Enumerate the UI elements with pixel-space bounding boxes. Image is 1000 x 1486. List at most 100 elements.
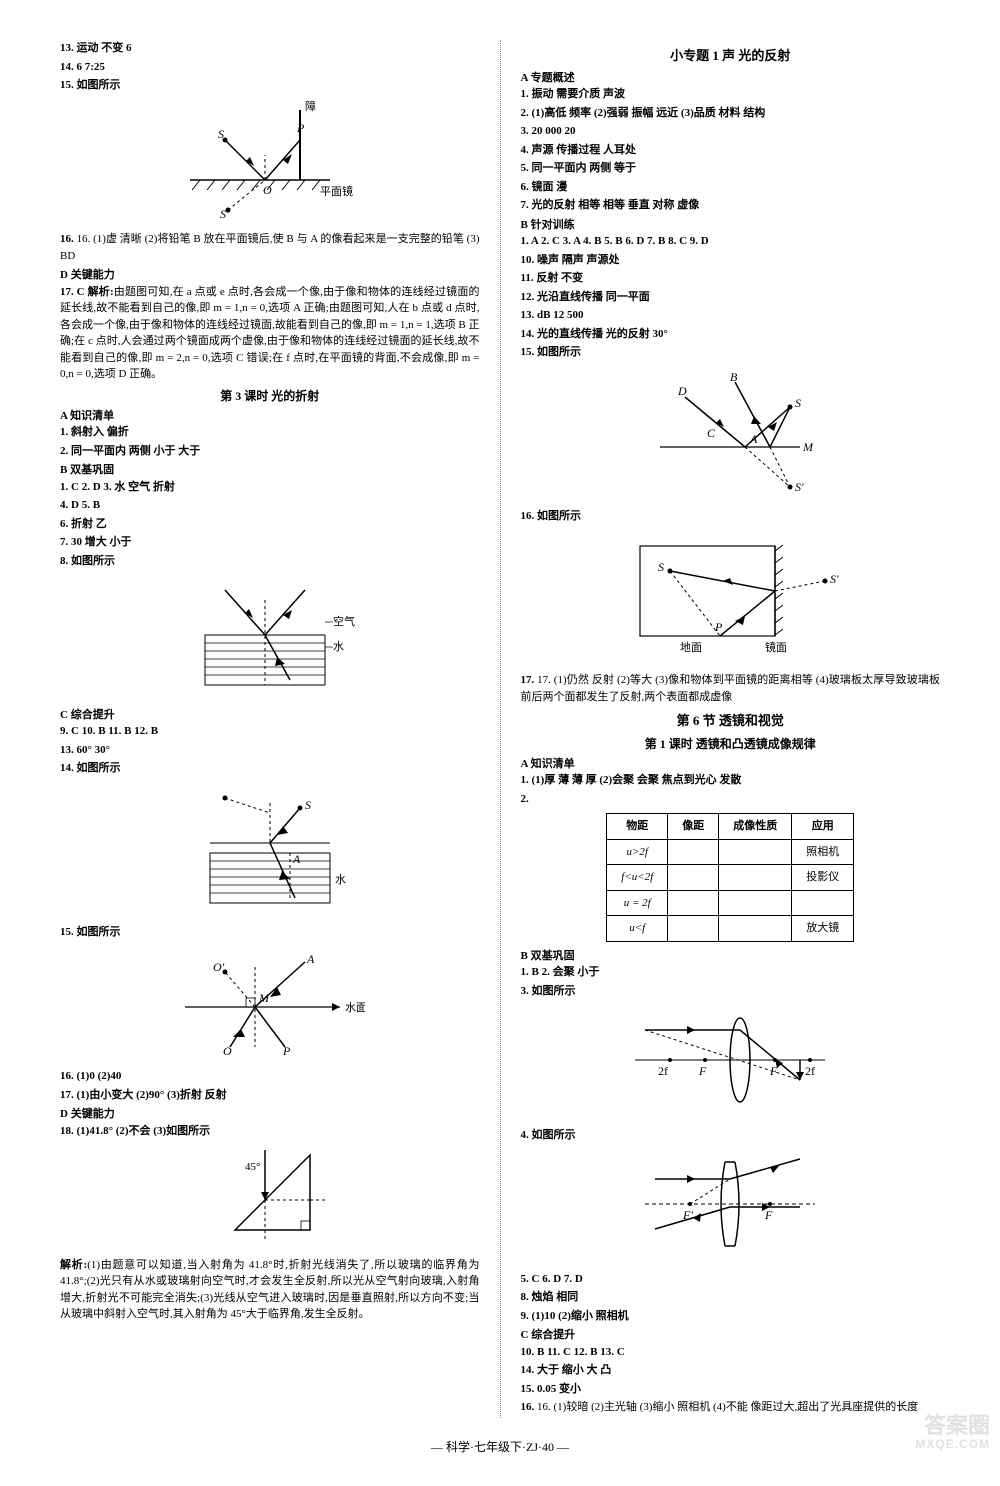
svg-text:P: P bbox=[714, 620, 723, 634]
b8: 8. 如图所示 bbox=[60, 553, 480, 570]
svg-text:S′: S′ bbox=[830, 572, 839, 586]
svg-text:M: M bbox=[258, 991, 270, 1005]
rc15: 15. 0.05 变小 bbox=[521, 1381, 941, 1398]
svg-text:水: 水 bbox=[333, 640, 344, 653]
a2: 2. 同一平面内 两侧 小于 大于 bbox=[60, 443, 480, 460]
sec6-title: 第 6 节 透镜和视觉 bbox=[521, 711, 941, 731]
svg-text:障: 障 bbox=[305, 100, 316, 113]
ra1: 1. (1)厚 薄 薄 厚 (2)会聚 会聚 焦点到光心 发散 bbox=[521, 772, 941, 789]
rc10: 10. B 11. C 12. B 13. C bbox=[521, 1344, 941, 1361]
q15: 15. 如图所示 bbox=[60, 77, 480, 94]
ra2: 2. bbox=[521, 791, 941, 808]
q17: 17. C 解析:由题图可知,在 a 点或 e 点时,各会成一个像,由于像和物体… bbox=[60, 284, 480, 383]
fig-rb3: F F 2f 2f bbox=[521, 1005, 941, 1121]
b4: 4. D 5. B bbox=[60, 497, 480, 514]
th-1: 像距 bbox=[668, 814, 719, 840]
a1: 1. 斜射入 偏折 bbox=[60, 424, 480, 441]
fig-r15: M D B S C A S′ bbox=[521, 367, 941, 503]
c14: 14. 如图所示 bbox=[60, 760, 480, 777]
c17: 17. (1)由小变大 (2)90° (3)折射 反射 bbox=[60, 1087, 480, 1104]
svg-text:地面: 地面 bbox=[680, 641, 702, 654]
svg-text:镜面: 镜面 bbox=[765, 640, 787, 654]
left-column: 13. 运动 不变 6 14. 6 7:25 15. 如图所示 bbox=[60, 40, 480, 1418]
r2: 2. (1)高低 频率 (2)强弱 振幅 远近 (3)品质 材料 结构 bbox=[521, 105, 941, 122]
fig-14: S A 水 bbox=[60, 783, 480, 919]
th-0: 物距 bbox=[607, 814, 668, 840]
svg-text:2f: 2f bbox=[805, 1064, 815, 1078]
svg-text:S′: S′ bbox=[220, 207, 229, 220]
fig-8: 空气 水 bbox=[60, 575, 480, 701]
right-column: 小专题 1 声 光的反射 A 专题概述 1. 振动 需要介质 声波 2. (1)… bbox=[521, 40, 941, 1418]
a-hdr: A 知识清单 bbox=[60, 408, 480, 425]
b7: 7. 30 增大 小于 bbox=[60, 534, 480, 551]
svg-text:D: D bbox=[677, 384, 687, 398]
q16: 16. 16. (1)虚 清晰 (2)将铅笔 B 放在平面镜后,使 B 与 A … bbox=[60, 231, 480, 264]
rbb9: 9. (1)10 (2)缩小 照相机 bbox=[521, 1308, 941, 1325]
svg-text:F: F bbox=[764, 1208, 773, 1222]
topic1-title: 小专题 1 声 光的反射 bbox=[521, 46, 941, 66]
rb16: 16. 如图所示 bbox=[521, 508, 941, 525]
bsjg2: B 双基巩固 bbox=[521, 948, 941, 965]
d-key2: D 关键能力 bbox=[60, 1106, 480, 1123]
svg-text:S: S bbox=[218, 127, 224, 141]
rc14: 14. 大于 缩小 大 凸 bbox=[521, 1362, 941, 1379]
r3: 3. 20 000 20 bbox=[521, 123, 941, 140]
fig-15: S S′ P O 障 平面镜 bbox=[60, 100, 480, 226]
svg-text:A: A bbox=[749, 432, 758, 446]
svg-text:O: O bbox=[223, 1044, 232, 1057]
b-hdr: B 双基巩固 bbox=[60, 462, 480, 479]
rbb5: 5. C 6. D 7. D bbox=[521, 1271, 941, 1288]
rb11: 11. 反射 不变 bbox=[521, 270, 941, 287]
page-footer: — 科学·七年级下·ZJ·40 — bbox=[60, 1438, 940, 1456]
svg-text:P: P bbox=[282, 1044, 291, 1057]
rb12: 12. 光沿直线传播 同一平面 bbox=[521, 289, 941, 306]
rb13: 13. dB 12 500 bbox=[521, 307, 941, 324]
b6: 6. 折射 乙 bbox=[60, 516, 480, 533]
page-container: 13. 运动 不变 6 14. 6 7:25 15. 如图所示 bbox=[60, 40, 940, 1418]
column-divider bbox=[500, 40, 501, 1418]
svg-text:45°: 45° bbox=[245, 1161, 260, 1173]
c9: 9. C 10. B 11. B 12. B bbox=[60, 723, 480, 740]
rbb3: 3. 如图所示 bbox=[521, 983, 941, 1000]
q14: 14. 6 7:25 bbox=[60, 59, 480, 76]
th-3: 应用 bbox=[792, 814, 854, 840]
svg-text:A: A bbox=[292, 852, 301, 866]
rb15: 15. 如图所示 bbox=[521, 344, 941, 361]
azs: A 专题概述 bbox=[521, 70, 941, 87]
svg-text:平面镜: 平面镜 bbox=[320, 184, 353, 198]
fig-r16: S P S′ 地面 镜面 bbox=[521, 531, 941, 667]
svg-text:B: B bbox=[730, 370, 738, 384]
d18: 18. (1)41.8° (2)不会 (3)如图所示 bbox=[60, 1123, 480, 1140]
czts2: C 综合提升 bbox=[521, 1327, 941, 1344]
rb14: 14. 光的直线传播 光的反射 30° bbox=[521, 326, 941, 343]
svg-text:M: M bbox=[802, 440, 814, 454]
rbb1: 1. B 2. 会聚 小于 bbox=[521, 964, 941, 981]
svg-text:F: F bbox=[698, 1064, 707, 1078]
c16: 16. (1)0 (2)40 bbox=[60, 1068, 480, 1085]
bzxl: B 针对训练 bbox=[521, 217, 941, 234]
q13: 13. 运动 不变 6 bbox=[60, 40, 480, 57]
r6: 6. 镜面 漫 bbox=[521, 179, 941, 196]
rbb4: 4. 如图所示 bbox=[521, 1127, 941, 1144]
svg-text:O: O bbox=[263, 183, 272, 197]
d-key: D 关键能力 bbox=[60, 267, 480, 284]
lens-table: 物距 像距 成像性质 应用 u>2f 照相机 f<u<2f 投影仪 u = 2f bbox=[606, 813, 854, 942]
fig-18: 45° bbox=[60, 1145, 480, 1251]
svg-text:S: S bbox=[305, 798, 311, 812]
rc16: 16. 16. (1)较暗 (2)主光轴 (3)缩小 照相机 (4)不能 像距过… bbox=[521, 1399, 941, 1416]
aqd2: A 知识清单 bbox=[521, 756, 941, 773]
fig-15b: 水面 O′ A M O P bbox=[60, 947, 480, 1063]
lesson1-title: 第 1 课时 透镜和凸透镜成像规律 bbox=[521, 735, 941, 753]
svg-text:2f: 2f bbox=[658, 1064, 668, 1078]
svg-text:空气: 空气 bbox=[333, 614, 355, 628]
lesson3-title: 第 3 课时 光的折射 bbox=[60, 387, 480, 405]
svg-text:P: P bbox=[296, 121, 305, 135]
svg-text:水: 水 bbox=[335, 873, 346, 886]
svg-text:S: S bbox=[795, 396, 801, 410]
r5: 5. 同一平面内 两侧 等于 bbox=[521, 160, 941, 177]
fig-rb4: F′ F bbox=[521, 1149, 941, 1265]
b1: 1. C 2. D 3. 水 空气 折射 bbox=[60, 479, 480, 496]
r1: 1. 振动 需要介质 声波 bbox=[521, 86, 941, 103]
rb10: 10. 噪声 隔声 声源处 bbox=[521, 252, 941, 269]
r4: 4. 声源 传播过程 人耳处 bbox=[521, 142, 941, 159]
